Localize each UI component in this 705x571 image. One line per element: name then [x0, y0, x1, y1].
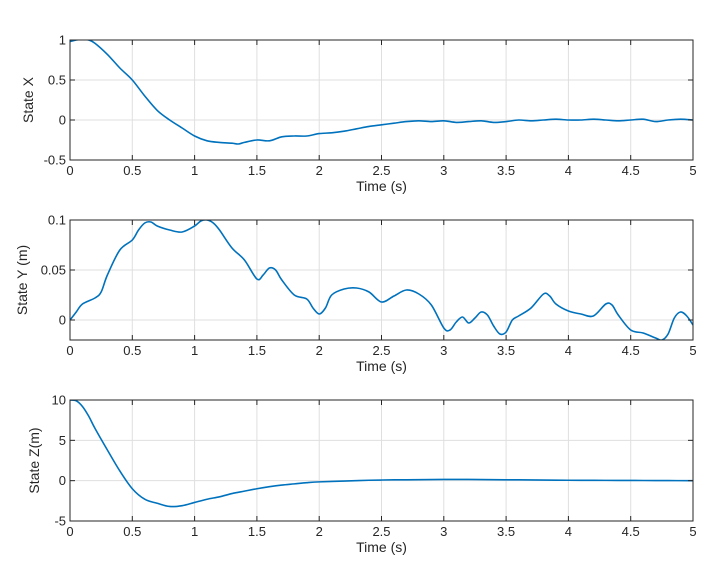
series-line-y: [70, 220, 693, 340]
x-tick-label: 4.5: [622, 343, 640, 358]
x-tick-label: 0.5: [123, 524, 141, 539]
x-tick-label: 0: [66, 524, 73, 539]
series-line-z: [70, 400, 693, 508]
x-tick-label: 5: [689, 524, 696, 539]
x-tick-label: 3: [440, 163, 447, 178]
y-tick-label: 10: [52, 393, 66, 408]
x-tick-label: 1: [191, 524, 198, 539]
x-tick-label: 2.5: [372, 163, 390, 178]
x-tick-label: 1.5: [248, 524, 266, 539]
x-tick-label: 2: [316, 343, 323, 358]
x-tick-label: 1.5: [248, 343, 266, 358]
x-tick-label: 0: [66, 163, 73, 178]
x-tick-label: 2: [316, 524, 323, 539]
x-tick-label: 3.5: [497, 163, 515, 178]
x-tick-label: 0.5: [123, 343, 141, 358]
x-axis-label-y: Time (s): [356, 358, 407, 374]
y-tick-label: 0: [59, 473, 66, 488]
x-tick-label: 3: [440, 524, 447, 539]
y-axis-label-y: State Y (m): [14, 245, 30, 315]
x-tick-label: 3: [440, 343, 447, 358]
y-axis-label-z: State Z(m): [26, 427, 42, 493]
x-tick-label: 4: [565, 163, 572, 178]
x-tick-label: 3.5: [497, 524, 515, 539]
x-axis-label-x: Time (s): [356, 178, 407, 194]
x-tick-label: 4.5: [622, 163, 640, 178]
x-tick-label: 2: [316, 163, 323, 178]
x-tick-label: 3.5: [497, 343, 515, 358]
x-tick-label: 2.5: [372, 524, 390, 539]
y-axis-label-x: State X: [20, 76, 36, 123]
x-tick-label: 1.5: [248, 163, 266, 178]
subplot-y: 0 0.5 1 1.5 2 2.5 3 3.5 4 4.5 5 0 0.05 0.1 Time (s) Sta…: [14, 213, 697, 375]
x-tick-label: 1: [191, 163, 198, 178]
x-tick-label: 5: [689, 163, 696, 178]
y-tick-label: 0.5: [48, 73, 66, 88]
y-tick-label: 0.1: [48, 213, 66, 228]
x-tick-label: 4: [565, 524, 572, 539]
x-tick-label: 4.5: [622, 524, 640, 539]
x-tick-label: 4: [565, 343, 572, 358]
y-tick-label: 0: [59, 113, 66, 128]
x-tick-label: 2.5: [372, 343, 390, 358]
y-tick-label: -5: [54, 514, 66, 529]
x-tick-label: 1: [191, 343, 198, 358]
y-tick-label: 0.05: [41, 263, 66, 278]
x-tick-label: 5: [689, 343, 696, 358]
y-tick-label: 5: [59, 433, 66, 448]
x-tick-label: 0: [66, 343, 73, 358]
y-tick-label: -0.5: [44, 153, 66, 168]
x-axis-label-z: Time (s): [356, 539, 407, 555]
series-line-x: [70, 40, 693, 145]
x-tick-label: 0.5: [123, 163, 141, 178]
y-tick-label: 1: [59, 33, 66, 48]
y-tick-label: 0: [59, 313, 66, 328]
